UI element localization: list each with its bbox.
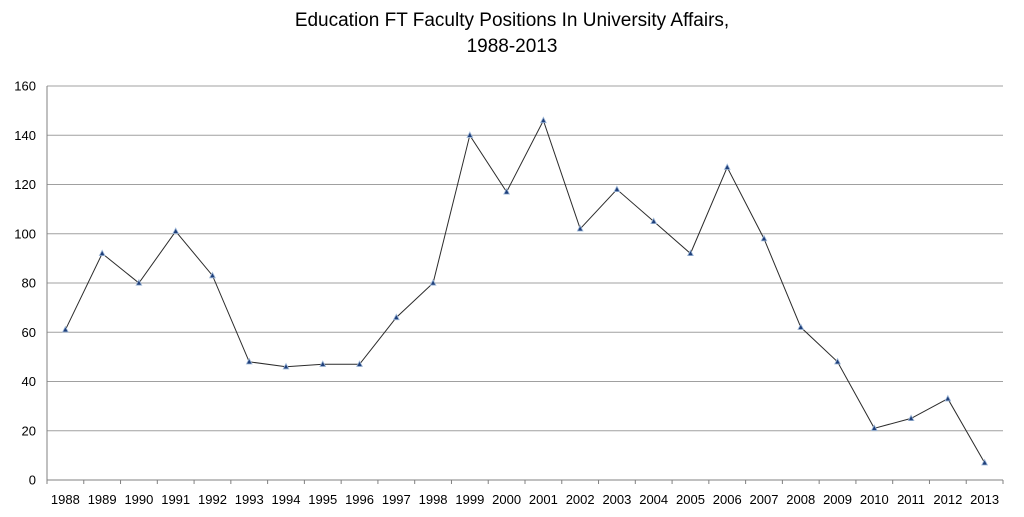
data-point: [687, 249, 694, 257]
data-series: [61, 116, 989, 466]
chart-title-line-2: 1988-2013: [466, 36, 558, 57]
data-point: [172, 227, 180, 234]
data-point: [503, 187, 511, 195]
x-tick-label: 1993: [235, 492, 264, 507]
x-tick-label: 2007: [750, 492, 779, 507]
x-tick-label: 1989: [88, 492, 117, 507]
x-tick-label: 1997: [382, 492, 411, 507]
y-tick-label: 120: [14, 177, 36, 192]
x-tick-label: 1992: [198, 492, 227, 507]
gridlines: [46, 85, 1004, 484]
y-tick-label: 80: [22, 276, 36, 291]
x-tick-label: 1988: [51, 492, 80, 507]
data-point: [723, 163, 731, 170]
x-tick-label: 2005: [676, 492, 705, 507]
x-tick-label: 1998: [419, 492, 448, 507]
data-point: [209, 271, 216, 279]
x-tick-label: 2003: [602, 492, 631, 507]
data-point: [429, 278, 437, 286]
data-point: [98, 249, 106, 257]
y-tick-label: 60: [22, 325, 36, 340]
x-tick-label: 2012: [933, 492, 962, 507]
x-axis-tick-labels: 1988 1989 1990 1991 1992 1993 1994 1995 1996 1997…: [51, 492, 999, 507]
data-point: [576, 224, 584, 232]
y-tick-label: 0: [29, 473, 36, 488]
x-tick-label: 2006: [713, 492, 742, 507]
data-point: [245, 357, 253, 365]
data-point: [834, 357, 841, 365]
x-tick-label: 2000: [492, 492, 521, 507]
data-point: [981, 458, 989, 466]
series-line: [64, 119, 986, 464]
data-point: [319, 360, 327, 367]
data-point: [870, 424, 878, 431]
x-tick-label: 1990: [124, 492, 153, 507]
x-tick-label: 2002: [566, 492, 595, 507]
x-tick-label: 1994: [272, 492, 301, 507]
chart-title-line-1: Education FT Faculty Positions In Univer…: [294, 10, 730, 31]
data-point: [135, 278, 143, 286]
y-tick-label: 20: [22, 423, 36, 438]
data-point: [944, 394, 952, 402]
y-tick-label: 140: [14, 128, 36, 143]
data-point: [613, 185, 621, 193]
y-tick-label: 40: [22, 374, 36, 389]
data-point: [356, 360, 363, 367]
x-tick-label: 2008: [786, 492, 815, 507]
x-tick-label: 2010: [860, 492, 889, 507]
x-tick-label: 1995: [308, 492, 337, 507]
x-tick-label: 2004: [639, 492, 668, 507]
data-point: [392, 313, 400, 321]
data-point: [61, 325, 69, 333]
x-tick-label: 1996: [345, 492, 374, 507]
chart-title: Education FT Faculty Positions In Univer…: [0, 8, 1024, 60]
data-point: [760, 234, 768, 242]
data-point: [539, 116, 547, 124]
x-tick-label: 1999: [455, 492, 484, 507]
x-tick-label: 2011: [897, 492, 925, 507]
data-point: [797, 323, 805, 330]
y-tick-label: 160: [14, 79, 36, 94]
x-tick-label: 1991: [161, 492, 190, 507]
x-tick-label: 2001: [529, 492, 558, 507]
y-axis-tick-labels: 0 20 40 60 80 100 120 140 160: [14, 79, 36, 488]
data-point: [650, 217, 658, 225]
data-point: [282, 362, 290, 370]
x-tick-label: 2013: [970, 492, 999, 507]
data-point: [466, 131, 474, 138]
y-tick-label: 100: [14, 226, 36, 241]
x-tick-label: 2009: [823, 492, 852, 507]
data-point: [907, 414, 915, 422]
